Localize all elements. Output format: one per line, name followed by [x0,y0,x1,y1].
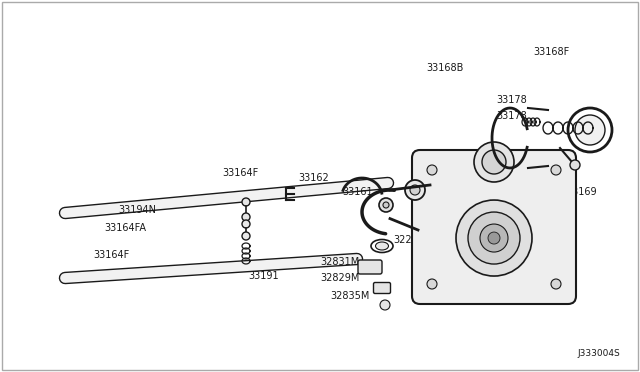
Text: 33161: 33161 [342,187,372,197]
Text: 33164FA: 33164FA [104,223,146,233]
Circle shape [488,232,500,244]
Circle shape [551,165,561,175]
Text: 33251M: 33251M [480,233,520,243]
Text: 33164F: 33164F [222,168,259,178]
Ellipse shape [376,242,388,250]
Circle shape [551,279,561,289]
Text: 33178: 33178 [496,95,527,105]
Circle shape [427,165,437,175]
Text: 32835M: 32835M [330,291,369,301]
Circle shape [568,108,612,152]
Text: 33168F: 33168F [533,47,569,57]
Text: 33162: 33162 [298,173,329,183]
Circle shape [575,115,605,145]
Circle shape [242,220,250,228]
Text: 33168B: 33168B [426,63,463,73]
Circle shape [405,180,425,200]
Text: 32829M: 32829M [320,273,360,283]
Circle shape [456,200,532,276]
Text: J333004S: J333004S [577,349,620,358]
Circle shape [242,232,250,240]
FancyBboxPatch shape [412,150,576,304]
Text: 33191: 33191 [248,271,278,281]
Text: 33178: 33178 [496,111,527,121]
Circle shape [474,142,514,182]
Text: 33194N: 33194N [118,205,156,215]
Circle shape [468,212,520,264]
Circle shape [410,185,420,195]
FancyBboxPatch shape [374,282,390,294]
Circle shape [570,160,580,170]
Circle shape [242,213,250,221]
Circle shape [380,300,390,310]
Text: 33164: 33164 [416,231,447,241]
Circle shape [242,198,250,206]
Text: 32285Y: 32285Y [393,235,430,245]
Text: 33164F: 33164F [93,250,129,260]
Circle shape [427,279,437,289]
Circle shape [383,202,389,208]
Text: 32831M: 32831M [320,257,359,267]
FancyBboxPatch shape [358,260,382,274]
Circle shape [480,224,508,252]
Text: 33169: 33169 [566,187,596,197]
Circle shape [379,198,393,212]
Circle shape [482,150,506,174]
Ellipse shape [371,240,393,253]
